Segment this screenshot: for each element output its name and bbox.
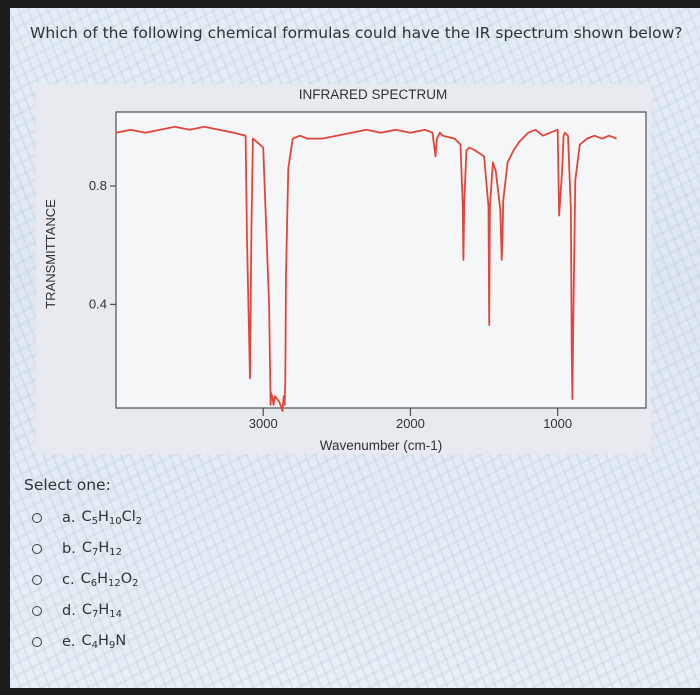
option-letter: c.: [62, 571, 75, 588]
element-count: 12: [109, 546, 122, 558]
radio-button[interactable]: [32, 543, 42, 554]
question-text: Which of the following chemical formulas…: [30, 24, 683, 42]
option-formula: C4H9N: [82, 633, 127, 651]
option-letter: b.: [62, 540, 76, 557]
element-count: 2: [132, 577, 139, 589]
element-symbol: C: [81, 601, 92, 618]
radio-button[interactable]: [32, 636, 42, 647]
radio-button[interactable]: [32, 605, 42, 616]
element-count: 7: [91, 608, 99, 620]
x-axis-label: Wavenumber (cm-1): [320, 438, 443, 453]
element-count: 7: [91, 546, 99, 558]
answer-option[interactable]: b. C7H12: [24, 533, 424, 564]
option-letter: d.: [62, 602, 76, 619]
element-symbol: H: [98, 632, 109, 649]
element-count: 10: [108, 515, 122, 527]
x-tick-label: 3000: [249, 416, 278, 431]
element-count: 6: [90, 577, 98, 589]
element-count: 5: [91, 515, 98, 527]
spectrum-line: [115, 125, 617, 412]
element-symbol: H: [98, 601, 110, 618]
radio-button[interactable]: [32, 512, 42, 523]
option-letter: e.: [62, 633, 76, 650]
answer-option[interactable]: a. C5H10Cl2: [24, 502, 424, 533]
element-symbol: H: [97, 570, 108, 587]
chart-title: INFRARED SPECTRUM: [299, 87, 448, 102]
element-symbol: C: [81, 508, 92, 525]
element-symbol: C: [80, 570, 91, 587]
quiz-card: Which of the following chemical formulas…: [10, 8, 700, 688]
answer-option[interactable]: c. C6H12O2: [24, 564, 424, 595]
option-formula: C6H12O2: [81, 571, 139, 589]
element-count: 4: [91, 639, 99, 651]
x-tick-label: 2000: [396, 416, 425, 431]
y-tick-label: 0.8: [89, 178, 107, 193]
y-axis-label: TRANSMITTANCE: [43, 199, 58, 309]
element-count: 12: [108, 577, 121, 589]
element-symbol: H: [98, 539, 110, 556]
option-formula: C7H12: [82, 540, 122, 558]
element-symbol: Cl: [121, 508, 136, 525]
ir-spectrum-figure: INFRARED SPECTRUM TRANSMITTANCE Wavenumb…: [36, 84, 651, 454]
x-tick-label: 1000: [543, 416, 572, 431]
options-list: a. C5H10Cl2 b. C7H12 c. C6H12O2 d. C7H14 e. C4H9N: [24, 502, 424, 657]
answer-option[interactable]: e. C4H9N: [24, 626, 424, 657]
option-formula: C5H10Cl2: [82, 509, 143, 527]
element-count: 9: [108, 639, 116, 651]
element-symbol: C: [81, 632, 92, 649]
radio-button[interactable]: [32, 574, 42, 585]
answer-area: Select one: a. C5H10Cl2 b. C7H12 c. C6H12O2 d.…: [24, 476, 424, 657]
answer-option[interactable]: d. C7H14: [24, 595, 424, 626]
y-tick-label: 0.4: [89, 296, 107, 311]
element-symbol: O: [120, 570, 133, 587]
element-count: 2: [135, 515, 143, 527]
ir-spectrum-chart: INFRARED SPECTRUM TRANSMITTANCE Wavenumb…: [43, 87, 647, 453]
element-symbol: H: [98, 508, 109, 525]
element-symbol: C: [81, 539, 92, 556]
option-formula: C7H14: [82, 602, 122, 620]
plot-frame: [115, 111, 647, 409]
element-symbol: N: [115, 632, 127, 649]
select-one-label: Select one:: [24, 476, 111, 494]
option-letter: a.: [62, 509, 76, 526]
element-count: 14: [109, 608, 122, 620]
